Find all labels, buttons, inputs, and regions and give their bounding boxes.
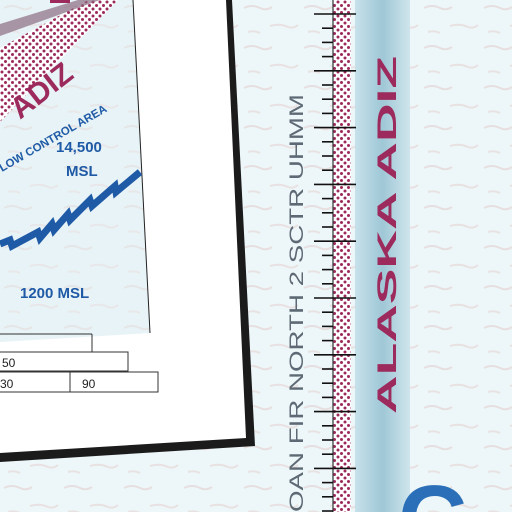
adiz-boundary-band (355, 0, 410, 512)
scale-cell-3: 90 (82, 377, 96, 391)
fir-sector-label: OAN FIR NORTH 2 SCTR UHMM (287, 94, 308, 512)
scale-cell-1: 50 (2, 356, 16, 370)
altitude-boundary-line (0, 169, 143, 252)
scale-table (0, 333, 159, 393)
scale-cell-2: 30 (0, 377, 14, 391)
inset-adiz-band (0, 0, 118, 122)
alaska-adiz-label: ALASKA ADIZ (372, 56, 402, 414)
lower-altitude-label: 1200 MSL (20, 285, 89, 302)
upper-altitude-value: 14,500 (56, 139, 102, 156)
inset-maroon-stripe (0, 0, 100, 36)
upper-altitude-unit: MSL (66, 163, 98, 180)
adiz-dotted-strip (333, 0, 351, 512)
partial-place-letter: C (398, 466, 467, 512)
boundary-ticks (314, 13, 356, 512)
inset-map-border (132, 0, 151, 334)
inset-map-speckle (0, 0, 150, 342)
